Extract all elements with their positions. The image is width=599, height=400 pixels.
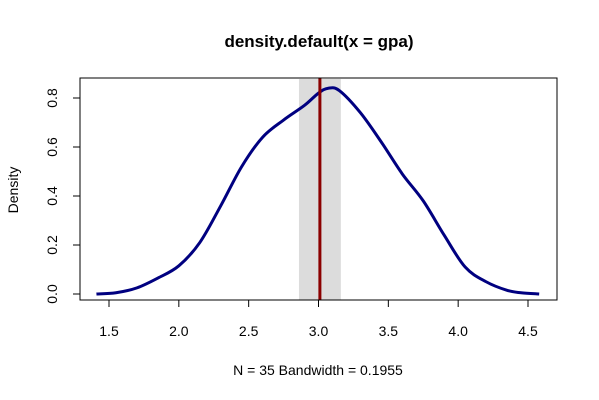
y-tick-label: 0.4 xyxy=(44,186,60,206)
x-tick-label: 2.5 xyxy=(239,323,259,339)
x-axis: 1.5 2.0 2.5 3.0 3.5 4.0 4.5 xyxy=(99,300,538,339)
x-axis-label: N = 35 Bandwidth = 0.1955 xyxy=(233,362,403,378)
x-tick-label: 2.0 xyxy=(169,323,189,339)
y-axis-label: Density xyxy=(5,167,21,214)
density-curve xyxy=(96,86,540,296)
x-tick-label: 1.5 xyxy=(99,323,119,339)
x-tick-label: 3.5 xyxy=(379,323,399,339)
chart-title: density.default(x = gpa) xyxy=(224,32,413,51)
x-tick-label: 3.0 xyxy=(309,323,329,339)
x-tick-label: 4.5 xyxy=(518,323,538,339)
y-tick-label: 0.2 xyxy=(44,235,60,255)
y-tick-label: 0.0 xyxy=(44,284,60,304)
y-tick-label: 0.8 xyxy=(44,88,60,108)
y-tick-label: 0.6 xyxy=(44,137,60,157)
x-tick-label: 4.0 xyxy=(448,323,468,339)
plot-frame xyxy=(79,77,558,301)
y-axis: 0.0 0.2 0.4 0.6 0.8 xyxy=(44,88,80,304)
